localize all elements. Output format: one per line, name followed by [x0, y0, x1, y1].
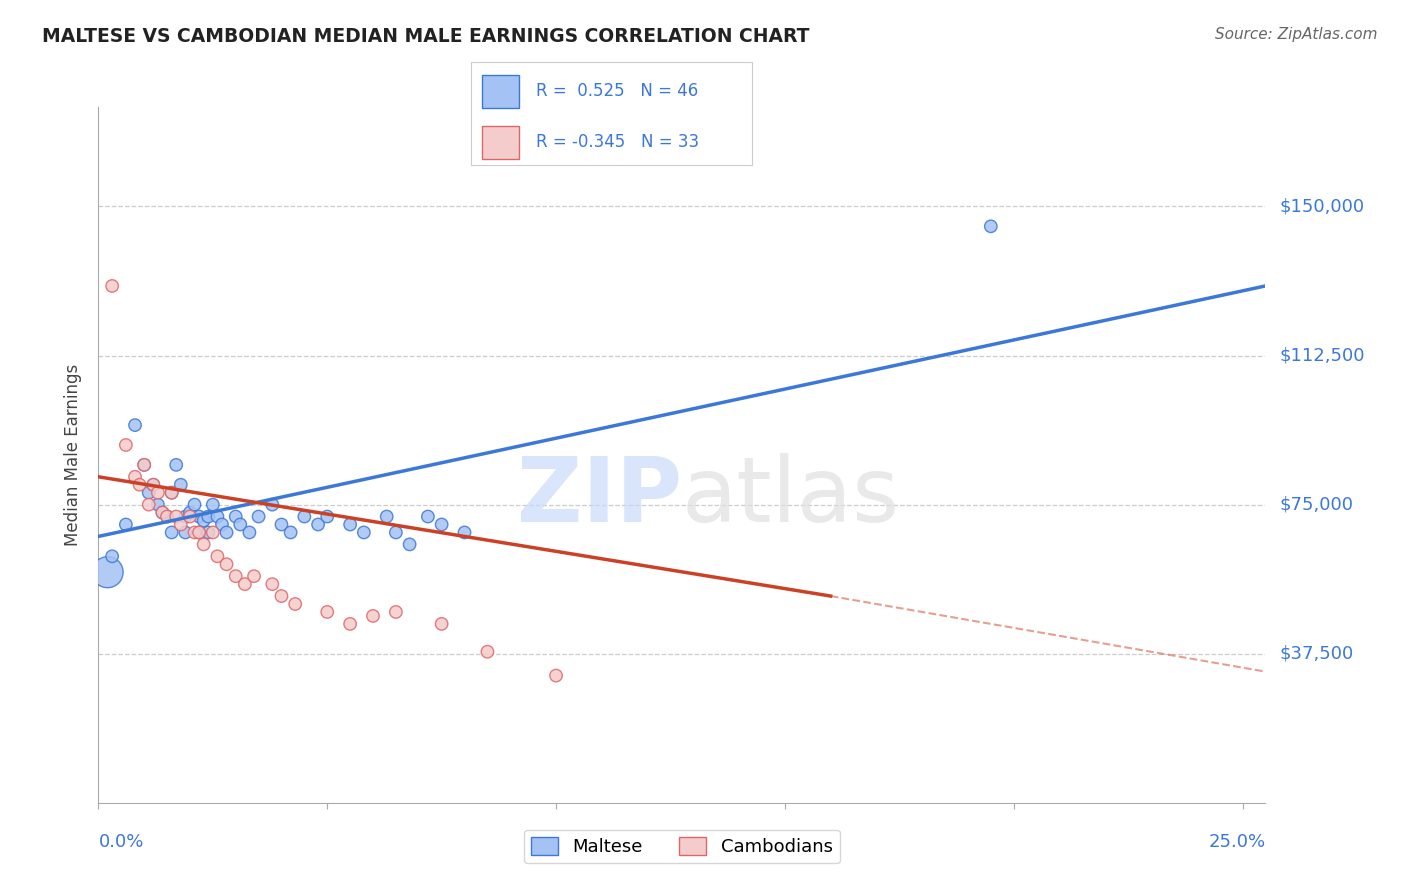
Point — [156, 509, 179, 524]
Text: Source: ZipAtlas.com: Source: ZipAtlas.com — [1215, 27, 1378, 42]
Text: MALTESE VS CAMBODIAN MEDIAN MALE EARNINGS CORRELATION CHART: MALTESE VS CAMBODIAN MEDIAN MALE EARNING… — [42, 27, 810, 45]
Point — [128, 477, 150, 491]
Point — [160, 485, 183, 500]
Point — [215, 525, 238, 540]
Text: ZIP: ZIP — [517, 452, 682, 541]
Point — [115, 517, 138, 532]
Point — [179, 506, 201, 520]
Text: R =  0.525   N = 46: R = 0.525 N = 46 — [536, 82, 697, 100]
Point — [152, 506, 174, 520]
Point — [262, 577, 284, 591]
Point — [225, 569, 247, 583]
Point — [201, 498, 224, 512]
Point — [138, 485, 160, 500]
Point — [124, 470, 146, 484]
Text: $112,500: $112,500 — [1279, 346, 1365, 365]
Point — [316, 605, 339, 619]
Point — [101, 279, 124, 293]
Point — [152, 506, 174, 520]
Point — [270, 517, 292, 532]
Text: 0.0%: 0.0% — [98, 833, 143, 851]
Y-axis label: Median Male Earnings: Median Male Earnings — [65, 364, 83, 546]
Point — [156, 509, 179, 524]
Text: 25.0%: 25.0% — [1208, 833, 1265, 851]
Point — [124, 418, 146, 433]
Point — [134, 458, 156, 472]
Point — [170, 517, 193, 532]
Text: $75,000: $75,000 — [1279, 496, 1354, 514]
Bar — [482, 75, 519, 108]
Point — [361, 609, 384, 624]
Point — [197, 509, 219, 524]
Point — [453, 525, 475, 540]
Point — [284, 597, 307, 611]
Point — [247, 509, 270, 524]
Point — [238, 525, 260, 540]
Point — [229, 517, 252, 532]
Point — [160, 485, 183, 500]
Point — [430, 517, 453, 532]
Point — [174, 509, 197, 524]
Point — [188, 509, 211, 524]
Point — [316, 509, 339, 524]
Point — [416, 509, 439, 524]
Point — [193, 514, 215, 528]
Point — [225, 509, 247, 524]
Point — [430, 616, 453, 631]
Point — [211, 517, 233, 532]
Point — [179, 509, 201, 524]
Point — [138, 498, 160, 512]
Point — [375, 509, 398, 524]
Point — [188, 525, 211, 540]
Point — [97, 565, 120, 579]
Point — [165, 458, 187, 472]
Point — [385, 525, 408, 540]
Point — [243, 569, 266, 583]
Point — [353, 525, 375, 540]
Text: $37,500: $37,500 — [1279, 645, 1354, 663]
Point — [101, 549, 124, 564]
Point — [193, 537, 215, 551]
Point — [174, 525, 197, 540]
Point — [188, 525, 211, 540]
Point — [339, 517, 361, 532]
Point — [339, 616, 361, 631]
Point — [183, 525, 205, 540]
Point — [233, 577, 256, 591]
Point — [165, 509, 187, 524]
Point — [160, 525, 183, 540]
Point — [207, 509, 229, 524]
Point — [280, 525, 302, 540]
Point — [146, 485, 169, 500]
Point — [146, 498, 169, 512]
Point — [142, 477, 165, 491]
Point — [183, 498, 205, 512]
Point — [544, 668, 567, 682]
Point — [201, 525, 224, 540]
Point — [215, 558, 238, 572]
Point — [477, 645, 499, 659]
Point — [307, 517, 329, 532]
Point — [134, 458, 156, 472]
Text: atlas: atlas — [682, 452, 900, 541]
Point — [207, 549, 229, 564]
Text: $150,000: $150,000 — [1279, 197, 1364, 216]
Point — [980, 219, 1002, 234]
Legend: Maltese, Cambodians: Maltese, Cambodians — [524, 830, 839, 863]
Bar — [482, 126, 519, 159]
Point — [170, 477, 193, 491]
Point — [197, 525, 219, 540]
Point — [262, 498, 284, 512]
Point — [398, 537, 420, 551]
Point — [292, 509, 315, 524]
Point — [115, 438, 138, 452]
Point — [385, 605, 408, 619]
Text: R = -0.345   N = 33: R = -0.345 N = 33 — [536, 134, 699, 152]
Point — [270, 589, 292, 603]
Point — [142, 477, 165, 491]
